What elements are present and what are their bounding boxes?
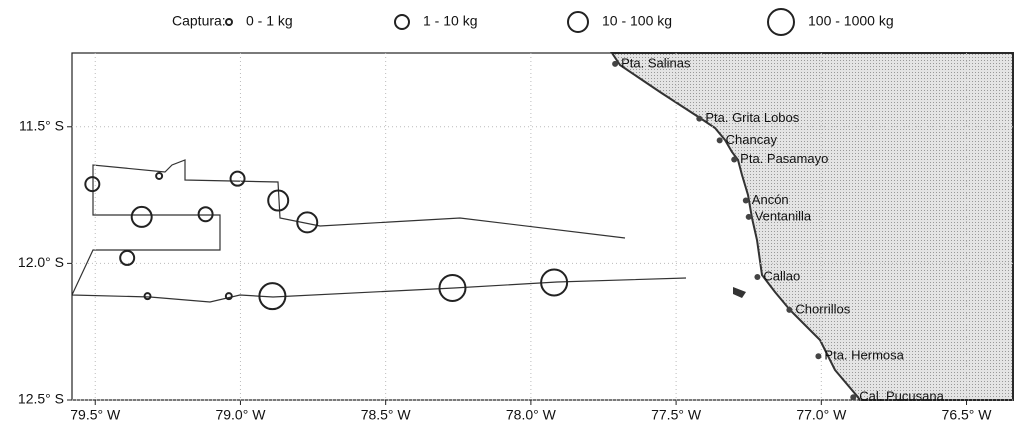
catch-point <box>84 176 101 193</box>
catch-point <box>130 205 153 228</box>
legend-label: 0 - 1 kg <box>246 13 293 29</box>
catch-point <box>296 211 319 234</box>
place-label: Chorrillos <box>795 301 850 316</box>
place-label: Chancay <box>726 132 778 147</box>
catch-point <box>224 292 233 301</box>
place-label: Pta. Pasamayo <box>740 151 828 166</box>
x-tick-label: 78.5° W <box>361 407 412 423</box>
catch-point <box>258 282 287 311</box>
place-label: Pta. Hermosa <box>824 348 904 363</box>
place-label: Cal. Pucusana <box>859 389 944 404</box>
legend-symbol <box>394 14 410 30</box>
place-label: Pta. Grita Lobos <box>705 110 799 125</box>
legend-title: Captura: <box>172 13 226 29</box>
x-tick-label: 76.5° W <box>942 407 993 423</box>
catch-point <box>143 292 152 301</box>
plot-frame <box>71 52 1014 401</box>
catch-point <box>229 170 246 187</box>
y-tick-label: 12.0° S <box>18 254 64 270</box>
place-dot <box>745 213 752 220</box>
x-tick-label: 77.0° W <box>796 407 847 423</box>
y-tick-label: 12.5° S <box>18 391 64 407</box>
legend-symbol <box>767 8 795 36</box>
legend-label: 10 - 100 kg <box>602 13 672 29</box>
catch-point <box>155 171 164 180</box>
place-dot <box>716 137 723 144</box>
place-dot <box>742 197 749 204</box>
catch-point <box>197 206 214 223</box>
legend-label: 1 - 10 kg <box>423 13 477 29</box>
catch-point <box>438 273 467 302</box>
y-tick-label: 11.5° S <box>19 117 64 133</box>
track <box>71 159 687 303</box>
x-tick-label: 79.5° W <box>70 407 121 423</box>
place-label: Ventanilla <box>755 208 812 223</box>
catch-point <box>540 268 569 297</box>
catch-point <box>267 189 290 212</box>
land <box>610 52 1014 401</box>
x-tick-label: 79.0° W <box>215 407 266 423</box>
catch-point <box>119 249 136 266</box>
island <box>733 287 746 298</box>
legend-label: 100 - 1000 kg <box>808 13 894 29</box>
place-dot <box>612 60 619 67</box>
place-dot <box>815 353 822 360</box>
place-label: Callao <box>763 268 800 283</box>
legend-symbol <box>567 11 589 33</box>
place-dot <box>696 115 703 122</box>
place-label: Ancón <box>752 192 789 207</box>
place-dot <box>731 156 738 163</box>
place-dot <box>786 306 793 313</box>
place-dot <box>754 274 761 281</box>
legend-symbol <box>225 18 233 26</box>
place-label: Pta. Salinas <box>621 55 691 70</box>
x-tick-label: 78.0° W <box>506 407 557 423</box>
place-dot <box>850 394 857 401</box>
x-tick-label: 77.5° W <box>651 407 702 423</box>
